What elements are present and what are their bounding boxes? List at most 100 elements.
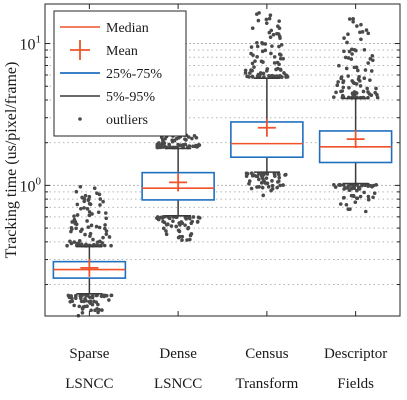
outlier-point [85,207,90,211]
outlier-point [95,240,100,244]
outlier-point [250,61,255,66]
outlier-point [277,26,282,31]
box-group-1 [141,116,215,242]
outlier-point [278,183,282,188]
outlier-point [99,294,104,299]
outlier-point [70,220,74,224]
box-group-3 [318,17,393,214]
outlier-point [365,86,369,91]
outlier-point [342,36,346,40]
x-tick-label-line2: Transform [235,376,298,392]
outlier-point [261,193,266,198]
outlier-point [372,191,377,195]
outlier-point [176,142,180,147]
outlier-point [257,185,261,189]
outlier-point [362,190,366,195]
outlier-point [264,21,269,25]
x-tick-label-line1: Sparse [69,346,109,362]
outlier-point [353,200,358,204]
outlier-point [260,175,265,180]
outlier-point [83,193,88,198]
outlier-point [260,185,265,190]
outlier-point [265,181,270,186]
outlier-point [345,40,349,45]
iqr-box [141,171,215,201]
outlier-point [104,229,109,233]
outlier-point [164,222,169,227]
outlier-point [338,183,342,187]
outlier-point [278,56,283,61]
outlier-point [87,210,92,214]
outlier-point [250,68,255,73]
outlier-point [342,49,346,54]
outlier-point [75,202,80,207]
outlier-point [272,61,277,65]
outlier-point [346,184,351,188]
x-tick-label-line1: Descriptor [324,346,387,362]
outlier-point [252,65,256,69]
plot-frame [44,3,401,317]
outlier-point [101,235,105,240]
outlier-point [189,232,194,236]
outlier-point [276,66,280,71]
outlier-point [346,74,350,78]
outlier-point [264,17,269,22]
outlier-point [253,59,257,63]
outlier-point [100,241,104,245]
outlier-point [72,214,76,218]
outlier-point [78,294,83,298]
outlier-point [261,71,266,76]
outlier-point [156,145,160,150]
outlier-point [367,92,372,96]
outlier-point [74,226,78,231]
outlier-point [267,73,271,78]
outlier-point [77,304,82,309]
outlier-point [84,242,88,247]
outlier-point [85,219,89,223]
outlier-point [342,187,346,191]
outlier-point [366,194,371,199]
outlier-point [263,42,268,46]
outlier-point [244,174,249,178]
outlier-point [278,68,283,72]
outlier-point [260,41,264,45]
outlier-point [373,90,378,95]
outlier-point [171,219,175,223]
outlier-point [275,74,279,78]
outlier-point [186,225,191,230]
outlier-point [355,196,360,201]
outlier-point [80,310,85,315]
outlier-point [86,197,91,202]
outlier-point [167,142,171,147]
outlier-point [79,206,83,211]
y-tick-label: 100 [20,175,42,195]
outlier-point [162,143,166,148]
legend-mean-label: Mean [106,44,138,59]
outlier-point [161,226,166,231]
outlier-point [249,45,254,49]
outlier-point [255,40,259,45]
outlier-point [174,224,179,229]
outlier-point [195,219,200,224]
outlier-point [94,300,99,304]
outlier-point [269,188,273,193]
outlier-point [72,303,76,308]
outlier-point [72,240,77,244]
outlier-point [341,85,346,90]
plot-area [52,11,393,318]
axis-ticks: 100101SparseLSNCCDenseLSNCCCensusTransfo… [20,4,400,392]
outlier-point [160,216,165,220]
outlier-point [245,74,249,79]
outlier-point [368,57,373,61]
outlier-point [82,206,86,210]
outlier-point [77,238,82,243]
outlier-point [86,225,91,230]
y-tick-exponent: 0 [36,175,42,187]
outlier-point [103,211,108,215]
outlier-point [176,235,181,240]
outlier-point [339,76,343,81]
outlier-point [243,71,248,75]
outlier-point [87,213,92,218]
outlier-point [191,144,195,149]
